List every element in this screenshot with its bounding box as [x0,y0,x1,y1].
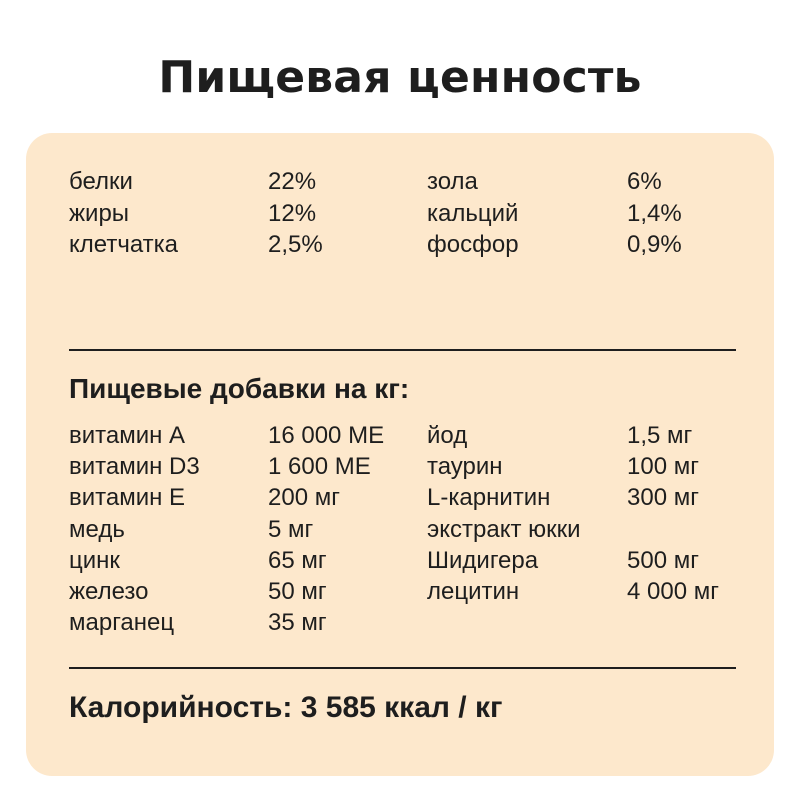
composition-name: зола [427,168,478,195]
composition-name: клетчатка [69,231,179,258]
composition-name: фосфор [427,231,519,258]
additive-value: 65 мг [268,547,327,574]
additive-value: 35 мг [268,609,327,636]
additive-value: 50 мг [268,578,327,605]
additive-name: витамин D3 [69,453,200,480]
additives-heading: Пищевые добавки на кг: [69,373,410,404]
calories-text: Калорийность: 3 585 ккал / кг [69,691,503,724]
additive-value: 1,5 мг [627,422,693,449]
composition-name: кальций [427,200,519,227]
additive-name: марганец [69,609,175,636]
composition-name: жиры [69,200,130,227]
section-divider [69,667,736,669]
composition-value: 22% [268,168,317,195]
additive-name: лецитин [427,578,520,605]
additive-value: 16 000 МЕ [268,422,385,449]
additive-value: 200 мг [268,484,340,511]
additive-value: 5 мг [268,516,314,543]
additive-name: витамин Е [69,484,186,511]
additive-value: 100 мг [627,453,699,480]
additive-name: L-карнитин [427,484,551,511]
additive-name: витамин А [69,422,186,449]
page-title: Пищевая ценность [158,52,642,103]
additive-value: 300 мг [627,484,699,511]
additive-name: таурин [427,453,503,480]
additive-value: 4 000 мг [627,578,719,605]
composition-value: 0,9% [627,231,682,258]
composition-name: белки [69,168,133,195]
additive-name: цинк [69,547,120,574]
additive-value: 1 600 МЕ [268,453,371,480]
nutrition-card: белки 22% зола 6% жиры 12% кальций 1,4% … [26,133,774,776]
composition-value: 6% [627,168,662,195]
additive-name: Шидигера [427,547,539,574]
composition-value: 12% [268,200,317,227]
composition-value: 1,4% [627,200,682,227]
additive-name: йод [427,422,468,449]
additive-name: железо [69,578,149,605]
additive-name: медь [69,516,125,543]
section-divider [69,349,736,351]
additive-name: экстракт юкки [427,516,581,543]
additive-value: 500 мг [627,547,699,574]
composition-value: 2,5% [268,231,323,258]
